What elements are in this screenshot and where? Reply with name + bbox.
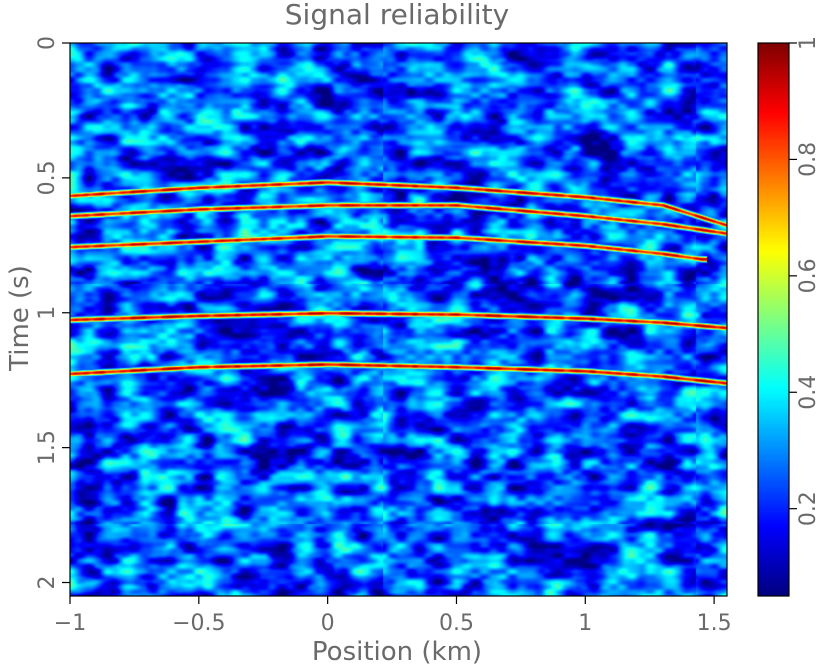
x-tick-label: 1 (578, 611, 592, 636)
y-tick-label: 1.5 (35, 430, 60, 465)
colorbar-tick-label: 0.2 (796, 491, 819, 526)
colorbar-tick-label: 1 (796, 36, 819, 50)
x-axis: −1 −0.5 0 0.5 1 1.5 (54, 596, 732, 636)
x-tick-label: −0.5 (172, 611, 225, 636)
x-tick-label: 0 (321, 611, 335, 636)
heatmap-plot-area (70, 43, 727, 596)
y-tick-label: 0 (35, 36, 60, 50)
x-tick-label: 1.5 (697, 611, 732, 636)
chart-title: Signal reliability (285, 0, 509, 31)
colorbar-axis: 0.2 0.4 0.6 0.8 1 (789, 36, 819, 526)
colorbar-tick-label: 0.4 (796, 375, 819, 410)
reliability-heatmap (70, 43, 727, 596)
y-tick-label: 0.5 (35, 160, 60, 195)
plot-frame (69, 42, 728, 597)
y-tick-label: 1 (35, 306, 60, 320)
x-tick-label: 0.5 (439, 611, 474, 636)
y-axis: 0 0.5 1 1.5 2 (35, 36, 70, 590)
y-axis-label: Time (s) (5, 265, 35, 372)
colorbar-tick-label: 0.8 (796, 142, 819, 177)
x-tick-label: −1 (54, 611, 86, 636)
colorbar-frame (757, 42, 790, 597)
colorbar (758, 43, 789, 596)
colorbar-gradient (758, 43, 789, 596)
y-tick-label: 2 (35, 576, 60, 590)
x-axis-label: Position (km) (312, 637, 482, 667)
colorbar-tick-label: 0.6 (796, 258, 819, 293)
